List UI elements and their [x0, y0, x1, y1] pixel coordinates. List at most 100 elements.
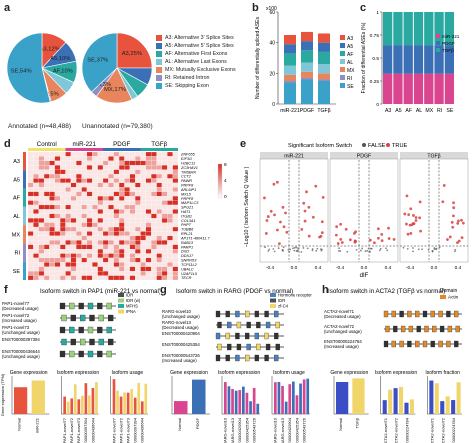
heatmap-cell — [76, 160, 82, 166]
point — [306, 247, 309, 250]
bar — [445, 396, 450, 414]
gene-label: ZNF655 — [180, 153, 196, 157]
heatmap-cell — [65, 257, 71, 263]
legend-swatch — [436, 41, 440, 45]
heatmap-cell — [124, 253, 130, 259]
pie-slice-label: MX,17% — [104, 87, 126, 93]
legend-label: MFHS — [126, 304, 138, 309]
heatmap-cell — [38, 262, 45, 267]
x-tick-label: PAP1-novel72 — [118, 417, 123, 443]
heatmap-cell — [151, 271, 157, 276]
x-tick-label: 0.0 — [431, 265, 438, 271]
heatmap-cell — [145, 222, 152, 228]
heatmap-cell — [97, 240, 104, 245]
isoform-note: (Increased usage) — [324, 344, 359, 349]
y-tick-label: 20 — [269, 71, 275, 77]
heatmap-cell — [113, 151, 120, 157]
heatmap-cell — [156, 196, 163, 201]
heatmap-cell — [108, 253, 114, 259]
heatmap-cell — [49, 160, 55, 166]
bar-PDGF — [424, 45, 434, 74]
exon — [87, 350, 94, 358]
isoform-note: (Unchanged usage) — [162, 314, 200, 319]
heatmap-cell — [92, 257, 98, 263]
point — [287, 248, 290, 251]
point — [407, 213, 411, 217]
heatmap-cell — [156, 226, 163, 232]
heatmap-cell — [33, 191, 39, 197]
exon — [407, 340, 412, 348]
heatmap-cell — [135, 173, 141, 179]
heatmap-cell — [118, 226, 125, 232]
point — [368, 238, 372, 242]
bar — [399, 387, 404, 414]
bar — [144, 383, 148, 414]
heatmap-cell — [145, 275, 152, 281]
heatmap-cell — [124, 178, 130, 183]
exon — [97, 302, 103, 310]
exon — [246, 343, 251, 351]
heatmap-cell — [167, 160, 173, 166]
heatmap-cell — [43, 187, 50, 192]
point — [417, 248, 420, 251]
heatmap-cell — [156, 218, 163, 223]
heatmap-cell — [113, 213, 120, 219]
heatmap-cell — [140, 169, 146, 175]
bar — [84, 383, 88, 414]
heatmap-cell — [124, 231, 130, 236]
heatmap-cell — [27, 257, 34, 263]
heatmap-cell — [172, 160, 179, 166]
legend-item-A5: A5: Alternative 5' Splice Sites — [156, 42, 252, 50]
heatmap-cell — [161, 222, 168, 228]
heatmap-cell — [167, 209, 173, 214]
heatmap-cell — [70, 240, 77, 245]
exon — [69, 350, 75, 358]
heatmap-cell — [102, 253, 109, 259]
point — [321, 195, 325, 199]
heatmap-cell — [54, 209, 61, 214]
heatmap-cell — [60, 257, 66, 263]
bar — [192, 379, 206, 414]
heatmap-cell — [129, 196, 136, 201]
gene-label: U2AF1L5 — [181, 272, 198, 276]
legend-item-A3: A3: Alternative 3' Splice Sites — [156, 34, 252, 42]
group-label: PDGF — [113, 141, 130, 148]
heatmap-cell — [81, 209, 88, 214]
point — [446, 238, 449, 241]
heatmap-cell — [70, 169, 77, 175]
heatmap-cell — [118, 169, 125, 175]
gene-label: DXD — [181, 250, 189, 254]
heatmap-cell — [76, 173, 82, 179]
heatmap-cell — [140, 257, 146, 263]
heatmap-cell — [124, 249, 130, 254]
heatmap-cell — [129, 151, 136, 157]
heatmap-cell — [161, 257, 168, 263]
exon — [454, 340, 459, 348]
bar-PDGF — [444, 45, 454, 74]
exon — [97, 326, 103, 334]
heatmap-cell — [167, 231, 173, 236]
exon — [70, 338, 76, 346]
heatmap-cell — [38, 240, 45, 245]
panel-letter-d: d — [4, 138, 11, 150]
heatmap-cell — [38, 169, 45, 175]
heatmap-cell — [118, 249, 125, 254]
heatmap-cell — [97, 222, 104, 228]
heatmap-cell — [113, 156, 120, 161]
heatmap-cell — [151, 218, 157, 223]
pie-slice-label: A3,12% — [40, 46, 60, 52]
heatmap-cell — [97, 165, 104, 170]
heatmap-cell — [97, 160, 104, 166]
heatmap-cell — [140, 151, 146, 157]
row-group-bar — [23, 261, 26, 280]
heatmap-cell — [70, 244, 77, 250]
heatmap-cell — [49, 200, 55, 206]
point — [339, 250, 342, 252]
heatmap-cell — [108, 275, 114, 281]
heatmap-cell — [129, 169, 136, 175]
heatmap-cell — [54, 222, 61, 228]
heatmap-cell — [129, 257, 136, 263]
heatmap-cell — [135, 156, 141, 161]
group-label: TGFβ — [151, 141, 167, 148]
heatmap-cell — [161, 209, 168, 214]
